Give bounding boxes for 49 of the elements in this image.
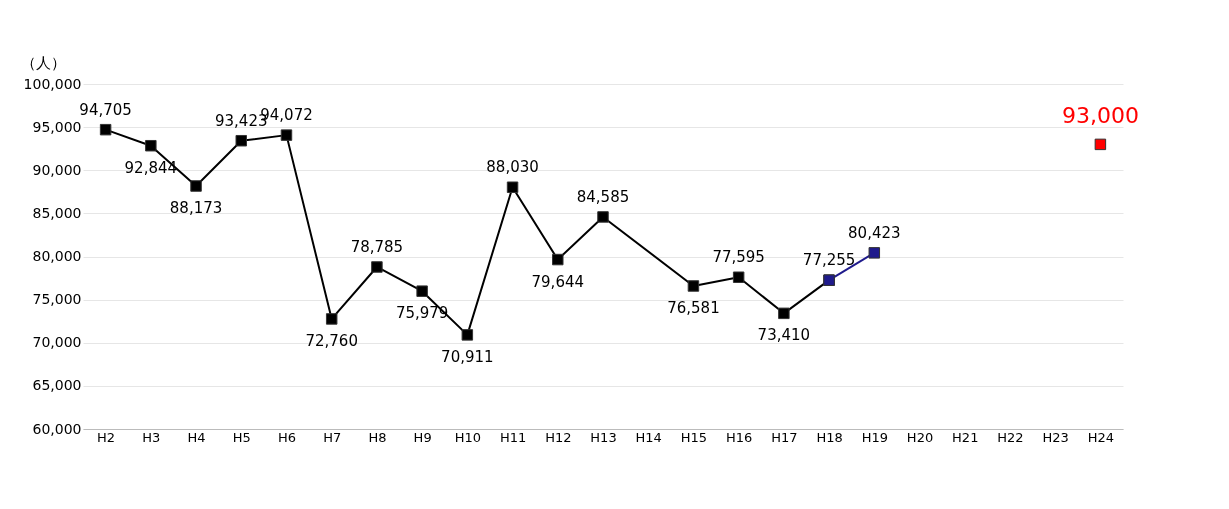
y-tick-label: 80,000 bbox=[32, 248, 82, 264]
data-label: 88,030 bbox=[486, 158, 539, 177]
x-tick-label: H22 bbox=[997, 429, 1024, 445]
y-tick-label: 100,000 bbox=[23, 75, 82, 92]
y-tick-label: 65,000 bbox=[32, 377, 82, 394]
x-tick-label: H14 bbox=[635, 429, 662, 445]
data-label: 77,255 bbox=[802, 251, 856, 270]
x-tick-label: H3 bbox=[142, 429, 161, 445]
x-tick-label: H8 bbox=[368, 429, 387, 445]
y-tick-label: 90,000 bbox=[32, 161, 82, 178]
y-tick-label: 75,000 bbox=[32, 291, 82, 308]
y-tick-label: 95,000 bbox=[32, 118, 82, 135]
data-label: 77,595 bbox=[712, 248, 765, 267]
x-tick-label: H11 bbox=[499, 429, 527, 445]
x-tick-label: H12 bbox=[545, 429, 572, 445]
data-label: 79,644 bbox=[531, 272, 585, 291]
data-label: 73,410 bbox=[757, 326, 811, 345]
x-tick-label: H19 bbox=[861, 429, 888, 445]
x-tick-label: H16 bbox=[725, 429, 753, 445]
data-label: 93,000 bbox=[1061, 103, 1139, 129]
y-tick-label: 60,000 bbox=[32, 420, 82, 437]
x-tick-label: H15 bbox=[680, 429, 708, 445]
x-tick-label: H4 bbox=[187, 429, 206, 445]
x-tick-label: H10 bbox=[454, 429, 482, 445]
data-label: 88,173 bbox=[169, 199, 223, 218]
x-tick-label: H9 bbox=[413, 429, 432, 445]
data-label: 94,705 bbox=[79, 100, 132, 119]
x-tick-label: H13 bbox=[590, 429, 617, 445]
data-label: 70,911 bbox=[441, 347, 494, 366]
y-axis-title: （人） bbox=[21, 53, 66, 72]
x-tick-label: H23 bbox=[1042, 429, 1069, 445]
y-tick-label: 70,000 bbox=[32, 334, 82, 351]
x-tick-label: H7 bbox=[323, 429, 342, 445]
data-label: 84,585 bbox=[576, 187, 630, 206]
x-tick-label: H21 bbox=[952, 429, 979, 445]
data-label: 80,423 bbox=[848, 223, 901, 242]
x-tick-label: H18 bbox=[816, 429, 843, 445]
x-tick-label: H5 bbox=[232, 429, 251, 445]
data-label: 78,785 bbox=[350, 237, 404, 256]
data-label: 76,581 bbox=[667, 298, 720, 317]
x-tick-label: H6 bbox=[277, 429, 296, 445]
x-tick-label: H17 bbox=[771, 429, 798, 445]
x-tick-label: H20 bbox=[906, 429, 934, 445]
y-tick-label: 85,000 bbox=[32, 204, 82, 221]
data-label: 72,760 bbox=[305, 331, 358, 350]
x-tick-label: H24 bbox=[1087, 429, 1115, 445]
data-label: 75,979 bbox=[395, 304, 449, 323]
data-label: 92,844 bbox=[124, 158, 178, 177]
x-tick-label: H2 bbox=[97, 429, 116, 445]
